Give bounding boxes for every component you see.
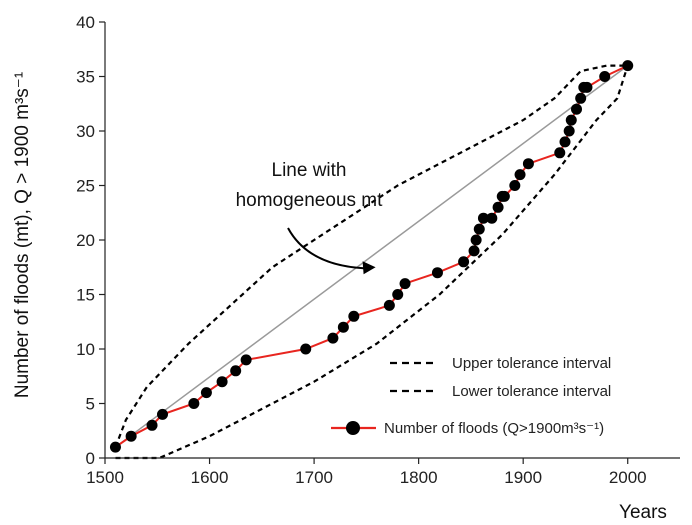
legend-marker <box>346 421 360 435</box>
y-tick-label: 15 <box>76 286 95 305</box>
y-tick-label: 25 <box>76 177 95 196</box>
data-point <box>477 212 489 224</box>
legend-label: Lower tolerance interval <box>452 383 611 400</box>
data-point <box>188 398 200 409</box>
axes: 0 5 10 15 20 25 30 35 40 1500 1600 1700 1800 1900 2000 <box>76 13 680 487</box>
annotation-arrowhead <box>362 261 376 275</box>
data-point <box>622 60 634 72</box>
x-tick-label: 1700 <box>295 468 333 487</box>
data-point <box>473 223 485 235</box>
data-point <box>109 441 121 453</box>
data-point <box>492 201 504 213</box>
homogeneous-line <box>115 64 629 448</box>
data-point <box>486 212 498 224</box>
data-point <box>399 278 411 290</box>
data-point <box>554 147 566 159</box>
x-tick-label: 1800 <box>400 468 438 487</box>
data-point <box>157 408 168 420</box>
data-point <box>327 332 339 344</box>
y-tick-label: 10 <box>76 340 95 359</box>
data-point <box>392 289 404 300</box>
data-point <box>200 387 212 399</box>
data-point <box>468 245 480 257</box>
data-point <box>559 136 571 148</box>
legend-label: Number of floods (Q>1900m³s⁻¹) <box>384 420 604 437</box>
x-tick-label: 1500 <box>86 468 124 487</box>
data-point <box>522 158 534 170</box>
y-tick-label: 20 <box>76 231 95 250</box>
annotation-text: homogeneous mt <box>236 190 384 211</box>
data-point <box>581 81 593 93</box>
data-point <box>514 169 526 181</box>
x-tick-label: 1600 <box>191 468 229 487</box>
data-point <box>470 234 482 246</box>
data-point <box>383 299 395 311</box>
legend: Upper tolerance interval Lower tolerance … <box>331 355 611 437</box>
data-point <box>431 267 443 279</box>
series-line-1 <box>115 65 629 460</box>
y-tick-label: 40 <box>76 13 95 32</box>
data-point <box>348 310 360 322</box>
data-markers <box>109 60 634 453</box>
x-tick-label: 1900 <box>504 468 542 487</box>
data-point <box>565 114 577 126</box>
y-axis-title: Number of floods (mt), Q > 1900 m³s⁻¹ <box>12 72 33 398</box>
data-point <box>300 343 312 355</box>
data-point <box>563 125 575 137</box>
x-tick-label: 2000 <box>609 468 647 487</box>
data-point <box>337 321 349 333</box>
data-point <box>599 71 611 82</box>
data-point <box>575 92 587 104</box>
data-point <box>509 180 521 191</box>
data-point <box>498 190 510 202</box>
data-point <box>230 365 242 377</box>
data-point <box>216 376 228 388</box>
y-tick-label: 30 <box>76 122 95 141</box>
y-tick-label: 5 <box>86 395 95 414</box>
data-point <box>125 430 137 442</box>
y-tick-label: 0 <box>86 449 95 468</box>
x-axis-title: Years <box>619 502 667 523</box>
series-line-0 <box>114 64 628 448</box>
data-point <box>458 256 470 268</box>
y-tick-label: 35 <box>76 68 95 87</box>
data-point <box>146 419 158 431</box>
annotation-text: Line with <box>272 160 347 181</box>
annotation-arrow <box>287 227 364 270</box>
annotation: Line with homogeneous mt <box>236 160 384 275</box>
data-point <box>571 103 582 115</box>
data-point <box>240 354 252 366</box>
legend-label: Upper tolerance interval <box>452 355 611 372</box>
